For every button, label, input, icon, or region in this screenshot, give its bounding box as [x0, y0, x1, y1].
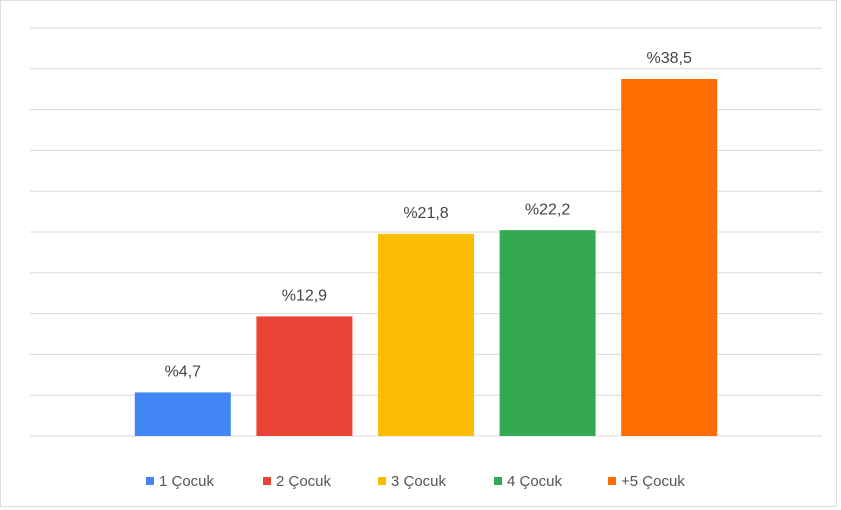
data-label: %12,9 — [282, 288, 327, 305]
legend-swatch — [263, 477, 271, 485]
legend: 1 Çocuk 2 Çocuk 3 Çocuk 4 Çocuk +5 Çocuk — [146, 473, 685, 490]
bar — [621, 79, 718, 436]
bar — [256, 316, 353, 436]
legend-swatch — [494, 477, 502, 485]
bar — [378, 233, 474, 436]
bar — [134, 392, 231, 436]
data-label: %38,5 — [647, 50, 692, 67]
legend-swatch — [608, 477, 616, 485]
data-label: %4,7 — [165, 364, 202, 381]
legend-label: 2 Çocuk — [276, 473, 332, 490]
bar — [499, 230, 596, 436]
data-label: %21,8 — [403, 205, 448, 222]
legend-label: 3 Çocuk — [391, 473, 447, 490]
legend-swatch — [378, 477, 386, 485]
legend-label: 1 Çocuk — [159, 473, 215, 490]
legend-label: 4 Çocuk — [507, 473, 563, 490]
legend-swatch — [146, 477, 154, 485]
legend-label: +5 Çocuk — [621, 473, 685, 490]
data-label: %22,2 — [525, 201, 570, 218]
